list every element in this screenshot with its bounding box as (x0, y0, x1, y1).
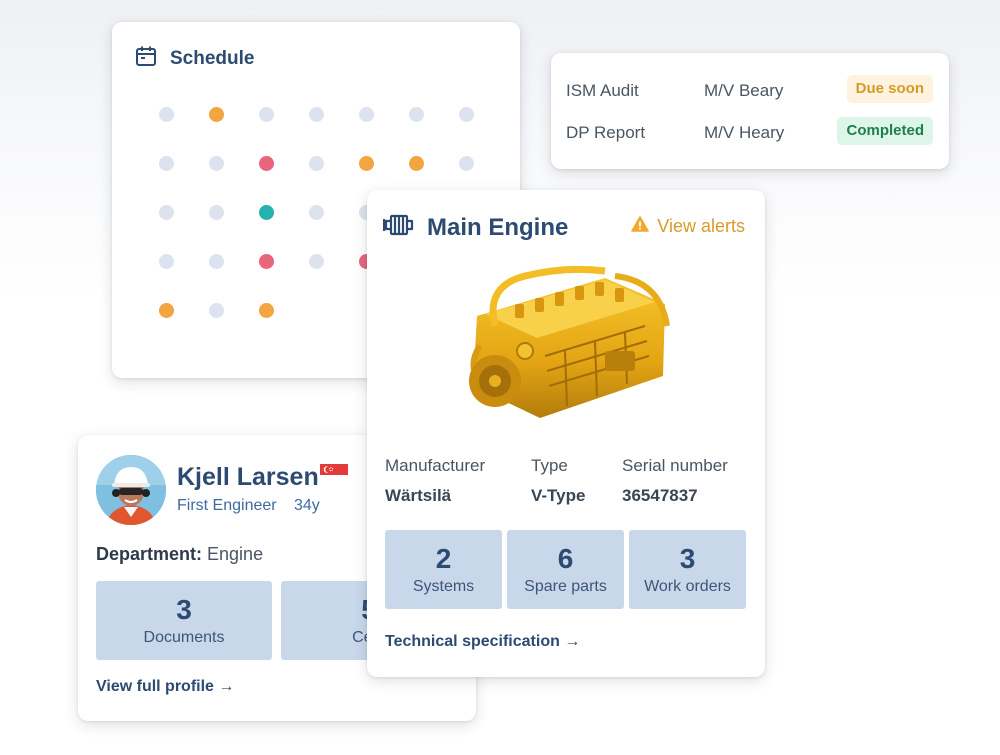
status-badge: Due soon (846, 75, 933, 103)
spec-value-manufacturer: Wärtsilä (385, 486, 452, 505)
schedule-day[interactable] (409, 107, 424, 122)
schedule-day[interactable] (209, 156, 224, 171)
department-value: Engine (207, 544, 264, 564)
schedule-day[interactable] (259, 107, 274, 122)
schedule-day[interactable] (309, 254, 324, 269)
stat-value: 3 (679, 543, 696, 574)
schedule-day[interactable] (309, 156, 324, 171)
audit-vessel: M/V Beary (704, 81, 784, 100)
audit-name: DP Report (566, 123, 646, 142)
audits-card: ISM Audit M/V Beary Due soon DP Report M… (551, 53, 949, 169)
documents-stat[interactable]: 3 Documents (96, 581, 272, 660)
audit-row[interactable]: DP Report M/V Heary Completed (551, 117, 949, 147)
engine-header: Main Engine (382, 212, 569, 243)
profile-role: First Engineer (177, 497, 277, 514)
schedule-day[interactable] (359, 156, 374, 171)
stat-value: 3 (176, 594, 192, 625)
technical-specification-link[interactable]: Technical specification → (385, 633, 581, 650)
spare-parts-stat[interactable]: 6 Spare parts (507, 530, 624, 609)
warning-icon (631, 216, 650, 237)
schedule-day[interactable] (209, 205, 224, 220)
spec-value-type: V-Type (531, 486, 586, 505)
schedule-day[interactable] (159, 156, 174, 171)
audit-vessel: M/V Heary (704, 123, 785, 142)
stat-label: Spare parts (524, 578, 607, 595)
schedule-day[interactable] (259, 205, 274, 220)
engine-image (455, 256, 680, 431)
schedule-day[interactable] (309, 107, 324, 122)
schedule-day[interactable] (209, 303, 224, 318)
avatar (96, 455, 166, 525)
schedule-day[interactable] (259, 156, 274, 171)
audit-name: ISM Audit (566, 81, 639, 100)
singapore-flag-icon (320, 464, 348, 486)
spec-label-manufacturer: Manufacturer (385, 456, 486, 475)
schedule-day[interactable] (159, 205, 174, 220)
stat-value: 2 (435, 543, 452, 574)
schedule-title: Schedule (170, 47, 255, 69)
audit-row[interactable]: ISM Audit M/V Beary Due soon (551, 75, 949, 105)
main-engine-card: Main Engine View alerts (367, 190, 765, 677)
view-alerts-label: View alerts (657, 216, 745, 236)
calendar-icon (134, 44, 158, 73)
schedule-day[interactable] (159, 254, 174, 269)
work-orders-stat[interactable]: 3 Work orders (629, 530, 746, 609)
engine-icon (382, 212, 415, 243)
department-label: Department: (96, 544, 203, 564)
view-full-profile-link[interactable]: View full profile → (96, 678, 235, 695)
spec-label-serial: Serial number (622, 456, 728, 475)
profile-age: 34y (294, 497, 320, 514)
schedule-day[interactable] (209, 254, 224, 269)
profile-department: Department: Engine (96, 544, 263, 565)
schedule-day[interactable] (209, 107, 224, 122)
stat-label: Work orders (644, 578, 731, 595)
schedule-day[interactable] (459, 107, 474, 122)
schedule-day[interactable] (259, 303, 274, 318)
schedule-day[interactable] (159, 303, 174, 318)
engine-title: Main Engine (427, 213, 569, 241)
schedule-header: Schedule (134, 44, 254, 73)
schedule-day[interactable] (459, 156, 474, 171)
stat-label: Documents (143, 629, 225, 646)
spec-label-type: Type (531, 456, 568, 475)
stat-label: Systems (412, 578, 475, 595)
status-badge: Completed (837, 117, 933, 145)
profile-name: Kjell Larsen (177, 463, 319, 491)
schedule-day[interactable] (409, 156, 424, 171)
schedule-day[interactable] (309, 205, 324, 220)
schedule-day[interactable] (259, 254, 274, 269)
view-alerts-link[interactable]: View alerts (631, 216, 745, 237)
spec-value-serial: 36547837 (622, 486, 698, 505)
stat-value: 6 (557, 543, 574, 574)
schedule-day[interactable] (359, 107, 374, 122)
schedule-day[interactable] (159, 107, 174, 122)
systems-stat[interactable]: 2 Systems (385, 530, 502, 609)
